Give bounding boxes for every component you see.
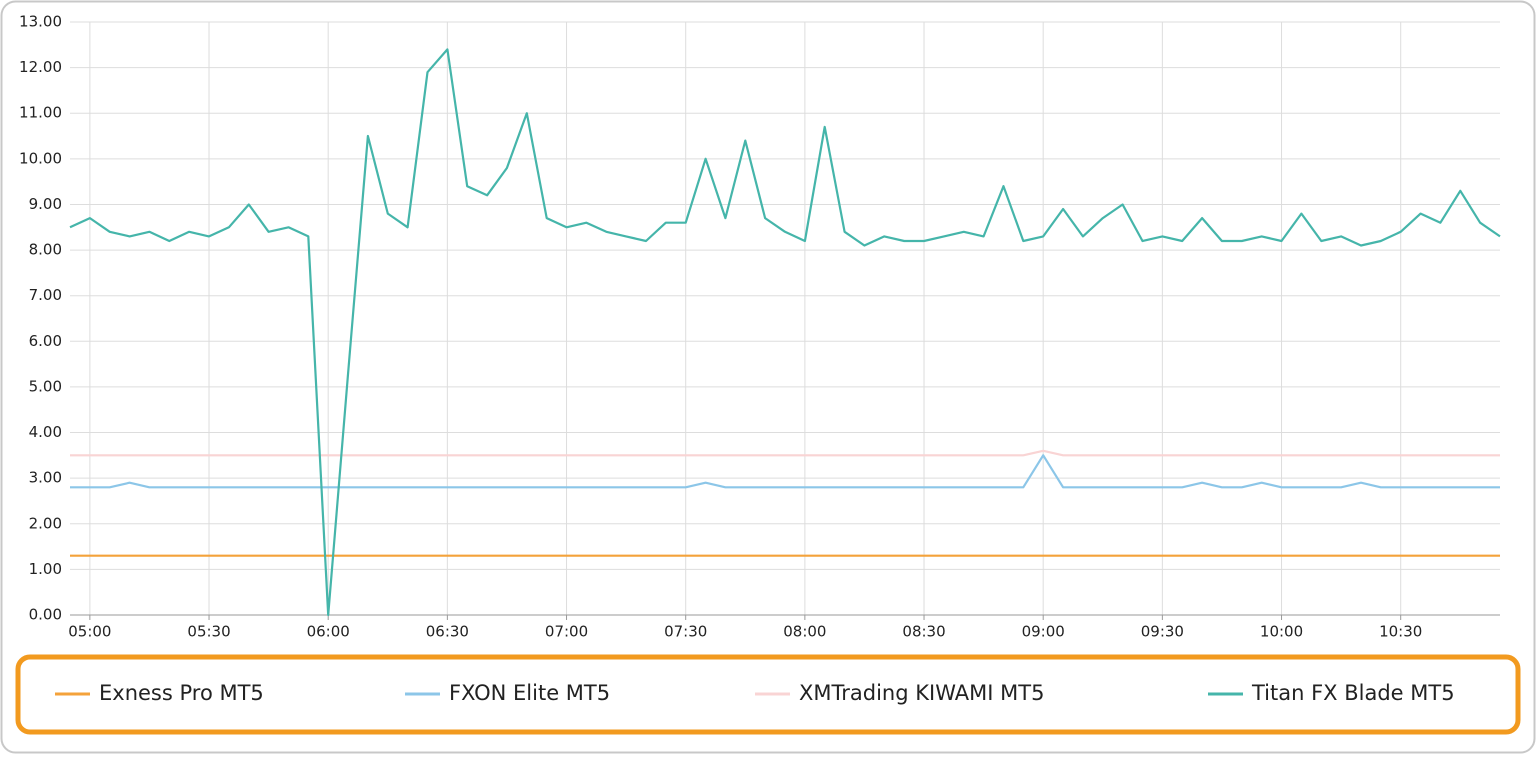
x-tick-label: 07:30 bbox=[664, 623, 707, 641]
y-tick-label: 1.00 bbox=[29, 560, 62, 578]
y-tick-label: 0.00 bbox=[29, 606, 62, 624]
legend-label: Titan FX Blade MT5 bbox=[1251, 681, 1455, 705]
y-tick-label: 8.00 bbox=[29, 241, 62, 259]
y-tick-label: 9.00 bbox=[29, 195, 62, 213]
y-tick-label: 7.00 bbox=[29, 286, 62, 304]
y-tick-label: 12.00 bbox=[19, 58, 62, 76]
lines bbox=[69, 48, 1501, 617]
x-tick-label: 10:30 bbox=[1379, 623, 1422, 641]
x-tick-label: 05:00 bbox=[68, 623, 111, 641]
legend-label: XMTrading KIWAMI MT5 bbox=[799, 681, 1044, 705]
x-tick-label: 07:00 bbox=[545, 623, 588, 641]
series-line bbox=[70, 454, 1500, 489]
x-tick-label: 08:30 bbox=[902, 623, 945, 641]
y-tick-label: 5.00 bbox=[29, 377, 62, 395]
y-tick-label: 3.00 bbox=[29, 469, 62, 487]
legend-label: FXON Elite MT5 bbox=[449, 681, 610, 705]
x-tick-label: 08:00 bbox=[783, 623, 826, 641]
y-tick-label: 4.00 bbox=[29, 423, 62, 441]
y-tick-label: 13.00 bbox=[19, 13, 62, 31]
y-tick-label: 10.00 bbox=[19, 149, 62, 167]
series-line bbox=[70, 449, 1500, 457]
legend-label: Exness Pro MT5 bbox=[99, 681, 264, 705]
series-line bbox=[69, 48, 1501, 617]
x-tick-label: 06:00 bbox=[307, 623, 350, 641]
y-tick-label: 2.00 bbox=[29, 514, 62, 532]
x-tick-label: 10:00 bbox=[1260, 623, 1303, 641]
y-tick-label: 6.00 bbox=[29, 332, 62, 350]
x-tick-label: 09:30 bbox=[1141, 623, 1184, 641]
x-tick-label: 06:30 bbox=[426, 623, 469, 641]
x-tick-label: 09:00 bbox=[1022, 623, 1065, 641]
legend: Exness Pro MT5 FXON Elite MT5 XMTrading KI… bbox=[55, 681, 1455, 705]
y-tick-label: 11.00 bbox=[19, 104, 62, 122]
x-tick-label: 05:30 bbox=[187, 623, 230, 641]
labels: 0.00 1.00 2.00 3.00 4.00 5.00 6.00 7.00 8.00 9.00… bbox=[19, 13, 1422, 641]
